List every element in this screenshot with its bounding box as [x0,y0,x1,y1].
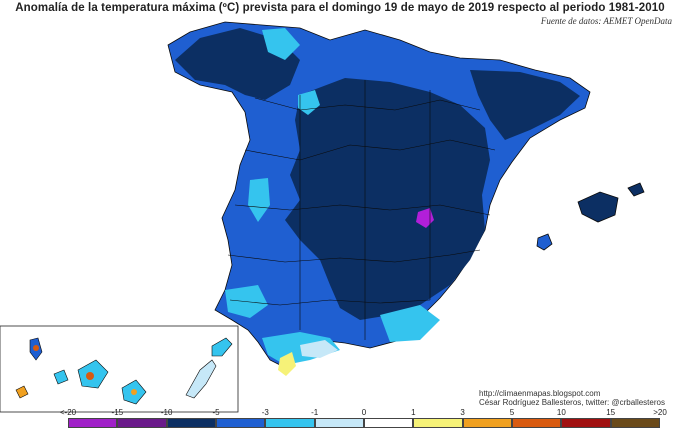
legend-tick: -1 [311,408,319,417]
canary-inset-frame [0,325,239,413]
legend-tick: 3 [460,408,465,417]
legend-tick: -10 [160,408,173,417]
province-borders [227,80,496,340]
legend-tick: -15 [111,408,124,417]
legend-tick: 10 [556,408,566,417]
legend-swatch [413,418,463,428]
menorca-island [627,182,645,197]
legend-tick: <-20 [59,408,77,417]
legend-swatch [166,418,216,428]
legend-tick: 0 [361,408,367,417]
data-source: Fuente de datos: AEMET OpenData [540,16,672,26]
color-legend: <-20 -15 -10 -5 -3 -1 0 1 3 5 10 15 >20 [0,408,680,431]
author-credit: César Rodríguez Ballesteros, twitter: @c… [479,398,665,407]
legend-swatch [610,418,660,428]
leon-cyan-zone [298,90,320,115]
legend-swatch [561,418,611,428]
credits: http://climaenmapas.blogspot.com César R… [479,389,665,407]
map-title: Anomalía de la temperatura máxima (ºC) p… [15,2,665,14]
central-plateau-zone [285,78,490,320]
legend-swatch [265,418,315,428]
legend-tick: 15 [606,408,616,417]
legend-swatch [216,418,266,428]
legend-tick: -5 [212,408,220,417]
la-palma-hotspot [33,345,39,351]
el-hierro-island [15,385,29,399]
legend-swatch [314,418,364,428]
lanzarote-island [211,337,233,357]
legend-tick: -3 [261,408,269,417]
blog-url: http://climaenmapas.blogspot.com [479,389,601,398]
legend-tick: 1 [411,408,416,417]
legend-swatch [68,418,118,428]
legend-tick: >20 [653,408,667,417]
ibiza-island [536,233,553,251]
strait-pale-zone [300,340,338,358]
malaga-cyan-zone [380,305,440,342]
legend-swatch [117,418,167,428]
fuerteventura-island [185,359,217,399]
magenta-spot [416,208,434,228]
legend-swatch [512,418,562,428]
legend-swatch [462,418,512,428]
strait-yellow-zone [278,352,296,376]
legend-tick: 5 [509,408,515,417]
west-cyan-zone [248,178,270,222]
legend-swatch [364,418,414,428]
tenerife-hotspot [86,372,94,380]
galicia-cyan-zone [262,28,300,60]
mallorca-island [577,191,619,223]
gran-canaria-hotspot [131,389,137,395]
northeast-zone [470,70,580,140]
la-gomera-island [53,369,69,385]
